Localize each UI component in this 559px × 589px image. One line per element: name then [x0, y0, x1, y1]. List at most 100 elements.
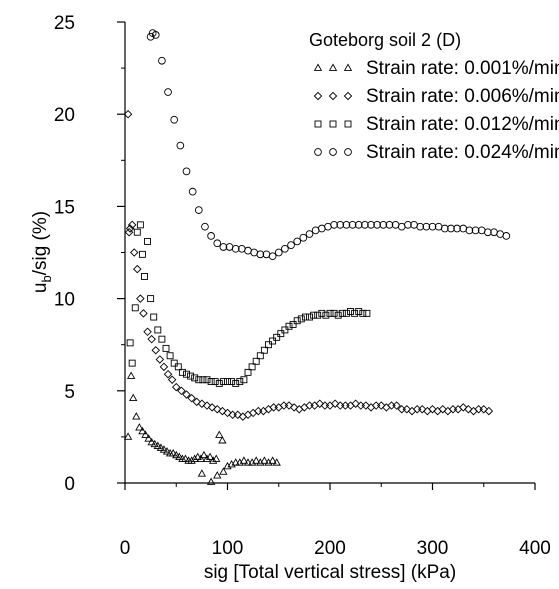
- y-tick-label: 15: [54, 197, 75, 218]
- diamond-point: [143, 327, 152, 336]
- square-point: [138, 250, 146, 258]
- circle-point: [213, 239, 222, 248]
- square-point: [269, 337, 277, 345]
- series-triangle: [124, 371, 281, 485]
- circle-point: [293, 237, 302, 246]
- square-point: [131, 304, 139, 312]
- square-point: [150, 313, 158, 321]
- legend-marker-circle: [329, 148, 337, 156]
- square-point: [240, 376, 248, 384]
- square-point: [144, 237, 152, 245]
- square-point: [170, 359, 178, 367]
- x-ticks: 0 100 200 300 400: [120, 483, 551, 559]
- x-tick-label: 200: [314, 538, 346, 559]
- legend-label: Strain rate: 0.012%/min: [366, 114, 559, 135]
- square-point: [314, 311, 322, 319]
- legend-marker-diamond: [328, 91, 338, 101]
- y-axis-label: ub/sig (%): [30, 211, 54, 293]
- square-point: [277, 330, 285, 338]
- diamond-point: [125, 228, 134, 237]
- circle-point: [164, 88, 172, 96]
- diamond-point: [159, 362, 169, 371]
- square-point: [330, 309, 338, 317]
- circle-point: [182, 167, 191, 176]
- circle-point: [158, 56, 166, 65]
- square-point: [141, 273, 148, 280]
- square-point: [297, 315, 305, 323]
- diamond-point: [155, 355, 164, 364]
- square-point: [191, 374, 199, 382]
- square-point: [289, 320, 297, 328]
- square-point: [334, 311, 342, 319]
- diamond-point: [151, 346, 160, 355]
- legend-marker-diamond: [343, 91, 353, 101]
- x-axis-label: sig [Total vertical stress] (kPa): [204, 562, 456, 583]
- x-tick-label: 100: [212, 538, 244, 559]
- square-point: [318, 309, 326, 317]
- x-tick-label: 0: [120, 538, 131, 559]
- legend-title: Goteborg soil 2 (D): [309, 30, 461, 50]
- legend-marker-square: [344, 120, 352, 128]
- square-point: [203, 376, 211, 384]
- square-point: [183, 370, 190, 378]
- square-point: [347, 308, 354, 315]
- circle-point: [305, 230, 314, 238]
- square-point: [310, 311, 318, 319]
- triangle-point: [124, 432, 132, 440]
- circle-point: [201, 222, 209, 231]
- diamond-point: [133, 265, 142, 274]
- legend-marker-triangle: [329, 63, 337, 71]
- triangle-point: [127, 371, 136, 379]
- legend-marker-square: [314, 120, 322, 128]
- square-point: [162, 344, 170, 352]
- series-square: [126, 221, 371, 387]
- diamond-point: [130, 248, 139, 257]
- x-tick-label: 400: [519, 538, 551, 559]
- circle-point: [194, 206, 203, 214]
- square-point: [306, 313, 313, 321]
- square-point: [228, 378, 236, 386]
- legend-marker-circle: [314, 148, 322, 156]
- circle-point: [268, 252, 277, 261]
- square-point: [215, 379, 223, 387]
- diamond-point: [139, 309, 148, 318]
- diamond-point: [147, 335, 156, 344]
- circle-point: [274, 248, 283, 257]
- diamond-point: [341, 401, 350, 410]
- y-tick-label: 5: [64, 382, 75, 403]
- legend-marker-diamond: [313, 91, 323, 101]
- square-point: [195, 376, 203, 384]
- square-point: [136, 221, 144, 229]
- square-point: [293, 317, 301, 325]
- y-tick-label: 0: [64, 474, 75, 495]
- square-point: [219, 378, 227, 386]
- square-point: [342, 309, 350, 317]
- diamond-point: [163, 370, 173, 379]
- legend-marker-triangle: [344, 63, 352, 71]
- circle-point: [287, 241, 295, 249]
- y-tick-label: 10: [54, 290, 75, 311]
- square-point: [126, 339, 134, 347]
- y-tick-label: 20: [54, 105, 75, 126]
- circle-point: [299, 233, 308, 242]
- triangle-point: [198, 469, 206, 477]
- square-point: [224, 378, 231, 386]
- square-point: [207, 378, 215, 386]
- diamond-point: [136, 294, 145, 303]
- y-ticks: 0 5 10 15 20 25: [54, 13, 125, 495]
- x-tick-label: 300: [417, 538, 449, 559]
- legend-label: Strain rate: 0.024%/min: [366, 142, 559, 163]
- square-point: [326, 309, 334, 317]
- legend-marker-circle: [344, 148, 352, 156]
- square-point: [166, 352, 174, 360]
- square-point: [187, 372, 195, 380]
- square-point: [281, 326, 289, 334]
- circle-point: [207, 232, 215, 240]
- square-point: [158, 335, 166, 343]
- circle-point: [188, 187, 197, 196]
- square-point: [285, 322, 293, 330]
- square-point: [351, 309, 359, 317]
- circle-point: [170, 115, 179, 124]
- legend-items: Strain rate: 0.001%/min Strain rate: 0.00…: [313, 58, 559, 163]
- triangle-point: [129, 394, 138, 402]
